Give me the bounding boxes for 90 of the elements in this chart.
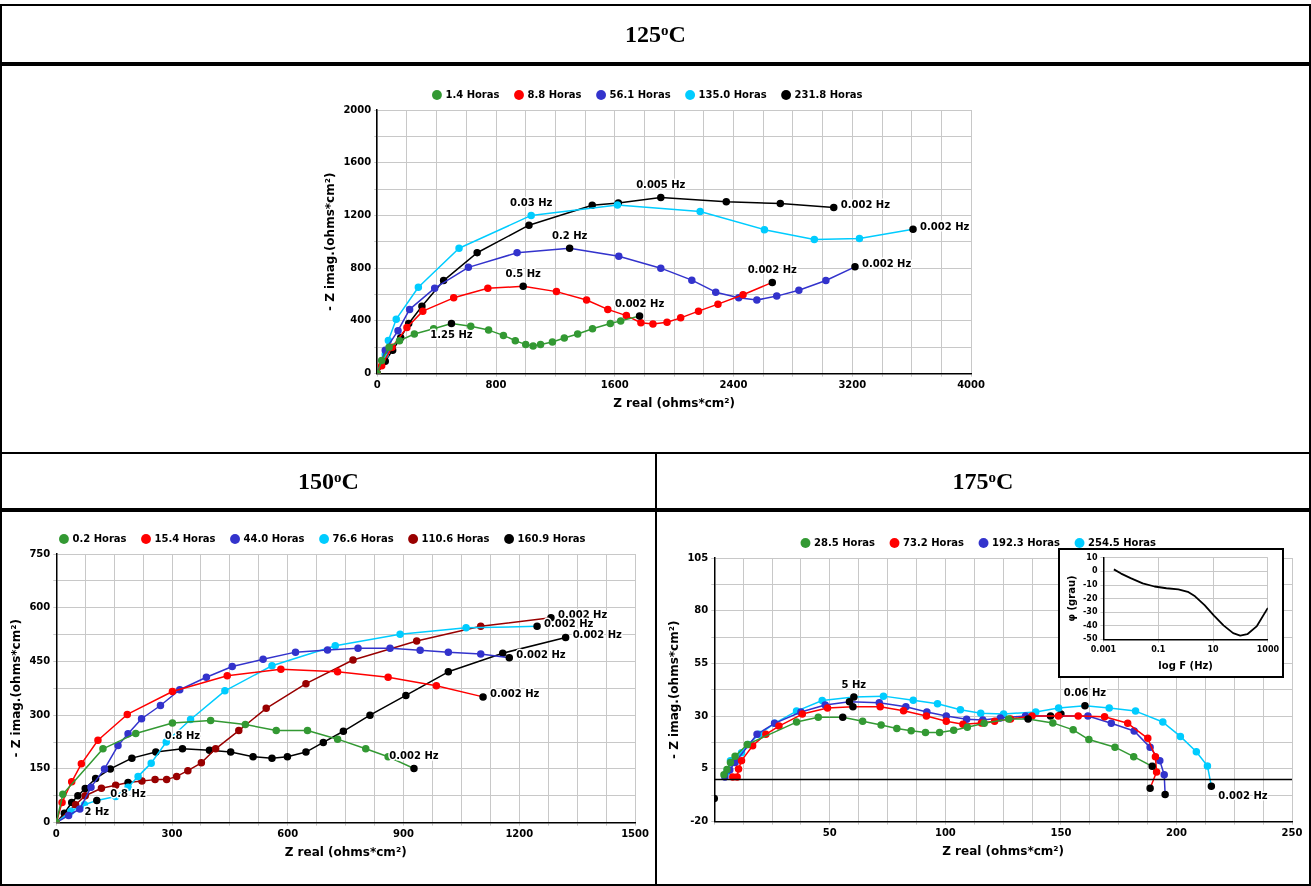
y-tick-label: 2000 <box>343 103 372 115</box>
x-tick-label: 0 <box>373 379 381 391</box>
annotation: 1.25 Hz <box>430 329 473 341</box>
x-tick-label: 0 <box>52 828 60 840</box>
legend-label: 28.5 Horas <box>813 536 876 548</box>
legend-label: 110.6 Horas <box>421 532 490 544</box>
annotation: 5 Hz <box>841 678 867 690</box>
y-axis-title: - Z imag.(ohms*cm²) <box>667 620 682 760</box>
annotation: 0.002 Hz <box>572 629 623 641</box>
chart-title: 125$^{o}$C <box>0 4 1311 66</box>
annotation: 0.002 Hz <box>747 263 798 275</box>
y-tick-label: 55 <box>694 657 709 669</box>
x-tick-label: 50 <box>822 827 837 839</box>
legend-label: 76.6 Horas <box>332 532 394 544</box>
legend-label: 56.1 Horas <box>609 88 671 100</box>
y-tick-label: -10 <box>1083 580 1098 590</box>
y-tick-label: -20 <box>1083 593 1098 603</box>
annotation: 0.002 Hz <box>861 258 912 270</box>
legend-label: 0.2 Horas <box>72 532 127 544</box>
annotation: 0.06 Hz <box>1063 687 1107 699</box>
x-tick-label: 250 <box>1281 827 1303 839</box>
x-tick-label: 150 <box>1050 827 1072 839</box>
legend-label: 135.0 Horas <box>698 88 767 100</box>
y-tick-label: 300 <box>29 708 51 720</box>
y-tick-label: 400 <box>350 314 372 326</box>
x-tick-label: 100 <box>934 827 956 839</box>
x-tick-label: 1000 <box>1256 645 1280 655</box>
annotation: 0.002 Hz <box>490 688 540 700</box>
legend-label: 8.8 Horas <box>527 88 582 100</box>
x-tick-label: 4000 <box>957 379 986 391</box>
legend-label: 15.4 Horas <box>154 532 216 544</box>
y-tick-label: 105 <box>687 551 709 563</box>
y-tick-label: 80 <box>694 604 709 616</box>
annotation: 0.002 Hz <box>557 609 608 621</box>
annotation: 0.002 Hz <box>614 297 665 309</box>
x-tick-label: 300 <box>161 828 183 840</box>
y-tick-label: 450 <box>29 655 51 667</box>
y-tick-label: 30 <box>694 709 709 721</box>
y-tick-label: 600 <box>29 601 51 613</box>
x-tick-label: 0.1 <box>1151 645 1166 655</box>
y-tick-label: 0 <box>364 367 372 379</box>
legend-label: 73.2 Horas <box>903 536 965 548</box>
y-axis-title: - Z imag.(ohms*cm²) <box>9 619 24 758</box>
annotation: 2 Hz <box>84 805 110 817</box>
x-axis-title: Z real (ohms*cm²) <box>284 844 407 859</box>
chart-title: 175$^{o}$C <box>655 452 1311 512</box>
annotation: 0.03 Hz <box>510 197 553 209</box>
y-tick-label: 1200 <box>343 209 372 221</box>
annotation: 0.002 Hz <box>1218 789 1268 801</box>
x-tick-label: 1200 <box>505 828 534 840</box>
x-tick-label: 1600 <box>600 379 629 391</box>
x-tick-label: 900 <box>393 828 415 840</box>
y-tick-label: 0 <box>43 816 51 828</box>
x-axis-title: log F (Hz) <box>1158 659 1213 671</box>
legend-label: 1.4 Horas <box>445 88 500 100</box>
legend-label: 192.3 Horas <box>992 536 1061 548</box>
annotation: 0.002 Hz <box>920 220 970 232</box>
x-tick-label: 3200 <box>838 379 867 391</box>
y-tick-label: 750 <box>29 547 51 559</box>
x-tick-label: 800 <box>485 379 507 391</box>
legend-label: 44.0 Horas <box>243 532 305 544</box>
x-tick-label: 600 <box>277 828 299 840</box>
annotation: 0.002 Hz <box>840 199 891 211</box>
annotation: 0.002 Hz <box>516 649 566 661</box>
y-tick-label: 1600 <box>343 156 372 168</box>
y-tick-label: 5 <box>701 762 709 774</box>
y-axis-title: - Z imag.(ohms*cm²) <box>323 172 338 312</box>
y-axis-title: φ (grau) <box>1065 575 1077 622</box>
y-tick-label: 800 <box>350 261 372 273</box>
y-tick-label: -50 <box>1083 634 1098 644</box>
y-tick-label: -20 <box>690 815 709 827</box>
y-tick-label: 0 <box>1091 566 1098 576</box>
x-axis-title: Z real (ohms*cm²) <box>942 843 1065 858</box>
legend-label: 231.8 Horas <box>794 88 863 100</box>
annotation: 0.2 Hz <box>551 229 588 241</box>
annotation: 0.005 Hz <box>636 178 686 190</box>
x-tick-label: 0.001 <box>1090 645 1117 655</box>
x-tick-label: 1500 <box>621 828 650 840</box>
y-tick-label: -40 <box>1083 620 1098 630</box>
legend-label: 160.9 Horas <box>517 532 586 544</box>
x-tick-label: 2400 <box>719 379 748 391</box>
annotation: 0.5 Hz <box>505 267 542 279</box>
x-axis-title: Z real (ohms*cm²) <box>613 395 736 410</box>
chart-title: 150$^{o}$C <box>0 452 657 512</box>
y-tick-label: -30 <box>1083 607 1098 617</box>
x-tick-label: 10 <box>1207 645 1220 655</box>
y-tick-label: 10 <box>1086 552 1098 562</box>
x-tick-label: 200 <box>1166 827 1187 839</box>
y-tick-label: 150 <box>29 762 51 774</box>
legend-label: 254.5 Horas <box>1088 536 1157 548</box>
